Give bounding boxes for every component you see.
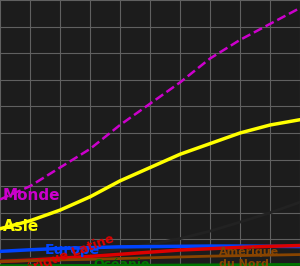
Text: Asie: Asie	[3, 219, 39, 234]
Text: Amérique
du Nord: Amérique du Nord	[219, 247, 279, 266]
Text: Amérique Latine: Amérique Latine	[3, 233, 116, 266]
Text: Monde: Monde	[3, 188, 61, 203]
Text: Océanie: Océanie	[93, 258, 149, 266]
Text: Europe: Europe	[45, 243, 100, 256]
